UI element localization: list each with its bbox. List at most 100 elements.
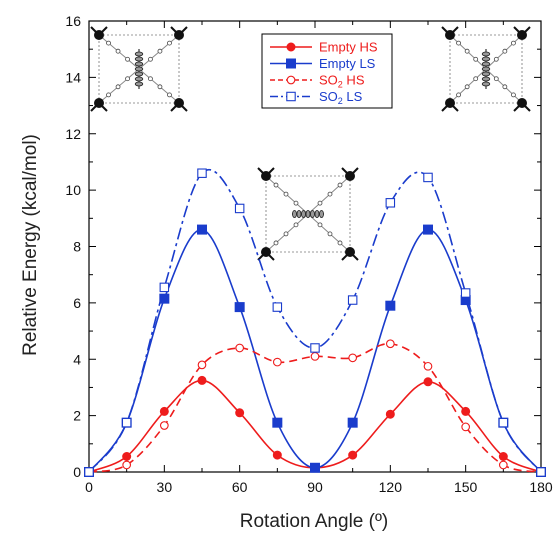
x-tick-label: 60	[232, 479, 248, 495]
data-point-empty-ls	[234, 302, 245, 313]
legend-marker	[286, 75, 296, 85]
atom	[167, 40, 172, 46]
data-point-so2-hs	[461, 422, 471, 432]
x-axis-title: Rotation Angle (º)	[240, 511, 388, 532]
data-point-empty-ls	[347, 417, 358, 428]
ligand-atom	[481, 76, 491, 82]
data-point-so2-hs	[235, 343, 245, 353]
legend-marker	[286, 58, 296, 69]
metal-atom	[517, 30, 527, 40]
ligand-atom	[481, 71, 491, 77]
metal-atom	[445, 30, 455, 40]
series-so2-ls	[84, 168, 546, 477]
data-point-so2-ls	[310, 343, 320, 353]
x-tick-label: 150	[454, 479, 478, 495]
atom	[511, 40, 516, 46]
ligand-atom	[296, 209, 302, 218]
data-point-empty-hs	[159, 406, 169, 416]
series-line-empty-hs	[88, 379, 542, 473]
atom	[273, 240, 279, 246]
metal-atom	[345, 171, 355, 181]
legend-label: Empty LS	[319, 56, 376, 71]
atom	[327, 231, 333, 237]
atom	[283, 191, 289, 197]
atom	[317, 200, 323, 206]
ligand-atom	[301, 209, 306, 218]
data-point-empty-hs	[498, 451, 508, 461]
data-point-so2-ls	[272, 302, 283, 312]
atom	[327, 191, 333, 197]
atom	[464, 48, 470, 54]
structure-insets	[90, 26, 531, 261]
data-point-so2-ls	[234, 203, 245, 214]
x-tick-label: 120	[379, 479, 403, 495]
atom	[106, 40, 111, 46]
data-point-so2-hs	[272, 357, 282, 367]
atom	[502, 48, 508, 54]
data-point-empty-hs	[272, 450, 282, 460]
atom	[337, 182, 343, 188]
y-tick-label: 8	[73, 239, 81, 255]
atom	[148, 56, 153, 62]
atom	[148, 76, 153, 82]
atom	[106, 92, 111, 98]
legend-marker	[286, 91, 296, 102]
metal-atom	[174, 98, 184, 108]
atom	[456, 92, 461, 98]
box-outline	[265, 175, 351, 253]
data-point-so2-hs	[310, 352, 320, 361]
atom	[115, 84, 121, 90]
ligand-atom	[481, 66, 491, 72]
data-point-empty-ls	[197, 224, 207, 235]
ligand-atom	[292, 209, 297, 218]
data-point-so2-ls	[460, 288, 471, 298]
legend-marker	[286, 42, 296, 52]
metal-atom	[94, 98, 104, 108]
data-point-so2-ls	[536, 467, 546, 477]
atom	[502, 84, 508, 90]
ligand-atom	[134, 66, 144, 72]
series-empty-hs	[84, 375, 546, 477]
x-tick-label: 30	[157, 479, 173, 495]
atom	[125, 56, 130, 62]
x-tick-label: 180	[529, 479, 553, 495]
y-tick-label: 16	[65, 13, 81, 29]
atom	[464, 84, 470, 90]
ligand-atom	[314, 209, 320, 218]
data-point-empty-ls	[159, 293, 170, 304]
ligand-atom	[134, 56, 144, 62]
structure-0-degrees	[90, 26, 188, 112]
metal-atom	[345, 247, 355, 257]
ligand-atom	[481, 81, 491, 87]
box-outline	[449, 34, 523, 104]
atom	[493, 56, 499, 62]
legend-label: SO2 LS	[319, 89, 363, 106]
atom	[493, 76, 499, 82]
ligand-atom	[305, 209, 311, 218]
y-tick-label: 12	[65, 126, 81, 142]
atom	[473, 56, 479, 62]
data-point-empty-hs	[385, 409, 395, 419]
y-axis-title: Relative Energy (kcal/mol)	[20, 134, 41, 356]
atom	[283, 231, 289, 237]
data-point-so2-ls	[385, 198, 396, 208]
ligand-atom	[310, 209, 315, 218]
data-point-so2-ls	[347, 295, 358, 305]
data-point-so2-ls	[423, 172, 433, 183]
data-point-empty-hs	[423, 377, 433, 387]
data-series	[84, 168, 546, 477]
atom	[125, 76, 130, 82]
legend-label: SO2 HS	[319, 73, 365, 90]
data-point-empty-hs	[197, 375, 207, 385]
x-tick-label: 90	[307, 479, 323, 495]
box-outline	[98, 34, 180, 104]
data-point-empty-hs	[461, 406, 471, 416]
atom	[115, 48, 121, 54]
atom	[456, 40, 461, 46]
atom	[293, 200, 299, 206]
metal-atom	[94, 30, 104, 40]
ligand-atom	[134, 81, 144, 87]
y-tick-label: 0	[73, 464, 81, 480]
